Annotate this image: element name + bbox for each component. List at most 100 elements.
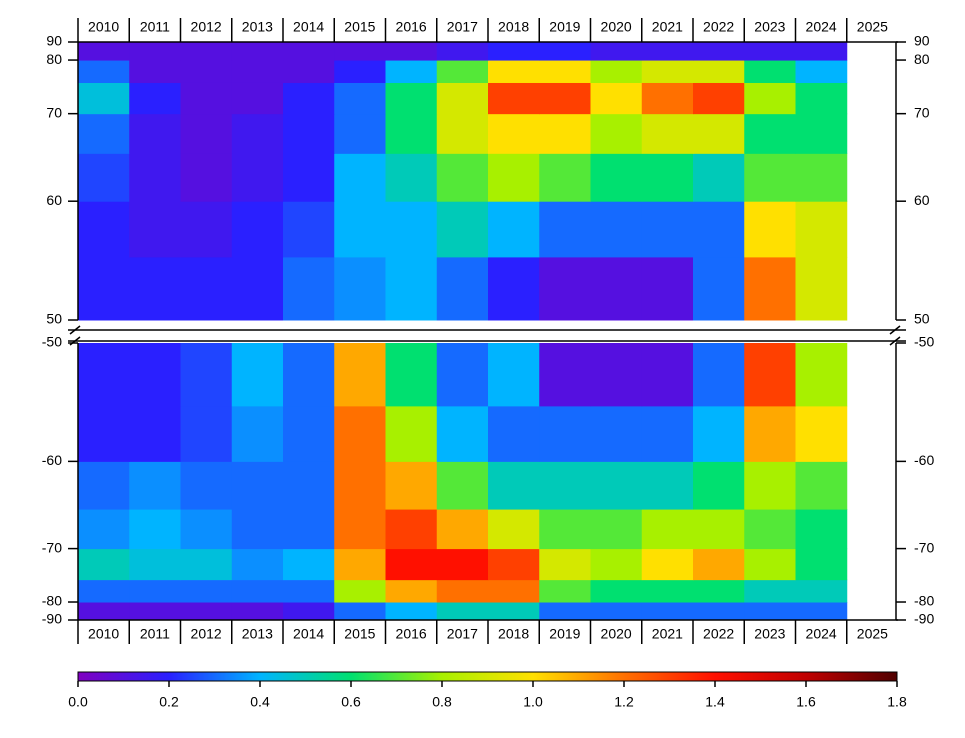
x-tick-label: 2022 [703,19,734,35]
heat-cell [78,405,130,462]
heat-cell [129,602,181,621]
x-tick-label: 2013 [242,626,273,642]
heat-cell [795,405,848,462]
heat-cell [590,509,643,550]
x-tick-label: 2021 [652,626,683,642]
heat-cell [283,602,335,621]
heat-cell [693,256,745,321]
heat-cell [180,42,233,61]
heat-cell [129,579,181,603]
heat-cell [129,113,181,154]
heat-cell [744,201,796,258]
heat-cell [488,60,540,83]
heat-cell [693,579,745,603]
heat-cell [334,256,386,321]
heat-cell [590,113,643,154]
heat-cell [795,60,848,83]
heat-cell [180,548,233,581]
heat-cell [78,42,130,61]
heat-cell [180,82,233,115]
heat-cell [795,256,848,321]
heat-cell [795,201,848,258]
heat-cell [693,461,745,510]
x-tick-label: 2013 [242,19,273,35]
heat-cell [488,461,540,510]
heat-cell [436,82,489,115]
colorbar [77,671,898,682]
heat-cell [180,343,233,407]
heat-cell [641,461,694,510]
heat-cell [231,548,284,581]
heat-cell [795,113,848,154]
heat-cell [488,201,540,258]
heat-cell [180,256,233,321]
colorbar-tick-label: 1.8 [887,694,907,710]
y-tick-label: 70 [46,104,62,120]
heat-cell [78,153,130,202]
heat-cell [78,602,130,621]
heat-cell [180,201,233,258]
heat-cell [744,579,796,603]
x-tick-label: 2011 [140,19,170,35]
heat-cell [283,113,335,154]
heatmap-cells [78,42,848,621]
heat-cell [539,602,591,621]
heat-cell [385,82,438,115]
x-tick-label: 2018 [498,19,529,35]
x-tick-label: 2016 [396,19,427,35]
x-tick-label: 2012 [191,19,222,35]
heat-cell [641,113,694,154]
heat-cell [641,60,694,83]
heat-cell [488,405,540,462]
y-tick-label: -80 [42,593,62,609]
heat-cell [283,548,335,581]
heat-cell [590,343,643,407]
heat-cell [641,405,694,462]
heat-cell [334,602,386,621]
heat-cell [129,82,181,115]
y-tick-label-right: -90 [914,611,934,627]
heat-cell [488,256,540,321]
heat-cell [231,113,284,154]
heat-cell [436,509,489,550]
heat-cell [334,201,386,258]
colorbar-tick-label: 0.6 [341,694,361,710]
heat-cell [488,343,540,407]
heat-cell [385,256,438,321]
heat-cell [590,201,643,258]
axis-break-slash [889,325,901,335]
heat-cell [795,602,848,621]
heat-cell [129,60,181,83]
y-tick-label-right: -60 [914,452,934,468]
heat-cell [334,153,386,202]
axis-break-slash [69,325,81,335]
heat-cell [231,256,284,321]
y-tick-label: -60 [42,452,62,468]
heat-cell [693,42,745,61]
x-tick-label: 2020 [601,626,632,642]
x-tick-label: 2012 [191,626,222,642]
heat-cell [436,602,489,621]
heat-cell [693,153,745,202]
heat-cell [283,579,335,603]
colorbar-tick-label: 1.6 [796,694,816,710]
heat-cell [795,548,848,581]
heat-cell [231,343,284,407]
heat-cell [334,461,386,510]
x-tick-label: 2010 [88,626,119,642]
axis-break-slash [889,336,901,346]
heat-cell [180,509,233,550]
x-tick-label: 2024 [806,626,837,642]
heat-cell [436,461,489,510]
heat-cell [129,461,181,510]
y-tick-label: 60 [46,192,62,208]
heat-cell [180,113,233,154]
heat-cell [590,579,643,603]
heat-cell [231,60,284,83]
heat-cell [539,509,591,550]
heat-cell [436,256,489,321]
heat-cell [744,405,796,462]
heat-cell [129,343,181,407]
heat-cell [641,579,694,603]
heat-cell [488,113,540,154]
